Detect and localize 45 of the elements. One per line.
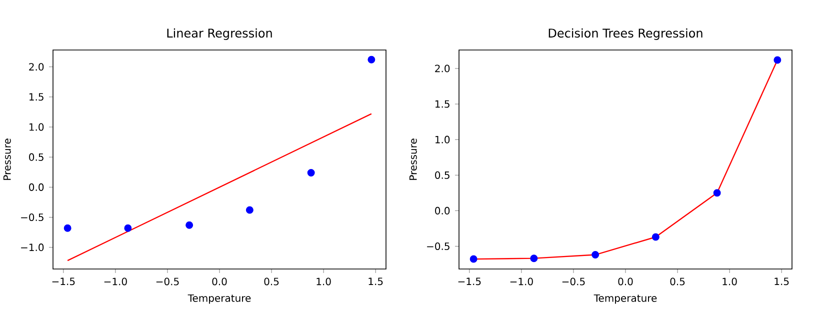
y-tick-label: 1.0 bbox=[435, 136, 450, 144]
x-tick-label: 0.5 bbox=[264, 278, 279, 286]
y-tick-label: 0.5 bbox=[435, 171, 450, 179]
y-tick-label: −0.5 bbox=[21, 213, 44, 222]
x-tick-label: −0.5 bbox=[562, 278, 585, 286]
y-axis-title: Pressure bbox=[409, 138, 417, 180]
x-axis-title: Temperature bbox=[594, 294, 657, 304]
x-tick-label: 0.5 bbox=[670, 278, 685, 286]
x-tick-label: 0.0 bbox=[212, 278, 227, 286]
y-tick-label: 1.5 bbox=[435, 100, 450, 108]
y-tick-label: 0.5 bbox=[29, 153, 44, 161]
x-tick-label: −1.5 bbox=[458, 278, 481, 286]
y-tick-label: 0.0 bbox=[29, 183, 44, 191]
x-tick-label: −1.0 bbox=[104, 278, 127, 286]
point bbox=[307, 169, 315, 176]
x-axis-title: Temperature bbox=[188, 294, 251, 304]
x-tick-label: 1.5 bbox=[368, 278, 383, 286]
y-tick-label: 2.0 bbox=[435, 64, 450, 72]
y-tick-label: 0.0 bbox=[435, 206, 450, 214]
point bbox=[774, 56, 782, 64]
point bbox=[530, 254, 538, 262]
x-tick-label: 0.0 bbox=[618, 278, 633, 286]
point bbox=[246, 206, 254, 214]
x-tick-label: 1.5 bbox=[774, 278, 789, 286]
point bbox=[186, 221, 194, 229]
chart-title: Decision Trees Regression bbox=[548, 28, 702, 40]
point bbox=[124, 224, 132, 232]
x-tick-label: 1.0 bbox=[316, 278, 331, 286]
y-tick-label: −1.0 bbox=[21, 244, 44, 252]
y-tick-label: 1.0 bbox=[29, 123, 44, 131]
y-tick-label: 2.0 bbox=[29, 63, 44, 71]
point bbox=[470, 255, 478, 263]
point bbox=[592, 251, 600, 259]
y-tick-label: 1.5 bbox=[29, 93, 44, 101]
point bbox=[713, 189, 721, 197]
y-axis-title: Pressure bbox=[3, 138, 11, 180]
x-tick-label: −0.5 bbox=[156, 278, 179, 286]
point bbox=[652, 233, 660, 241]
point bbox=[64, 224, 72, 232]
x-tick-label: −1.0 bbox=[510, 278, 533, 286]
y-tick-label: −0.5 bbox=[427, 242, 450, 250]
point bbox=[368, 56, 376, 64]
x-tick-label: −1.5 bbox=[52, 278, 75, 286]
chart-title: Linear Regression bbox=[167, 28, 272, 40]
x-tick-label: 1.0 bbox=[722, 278, 737, 286]
